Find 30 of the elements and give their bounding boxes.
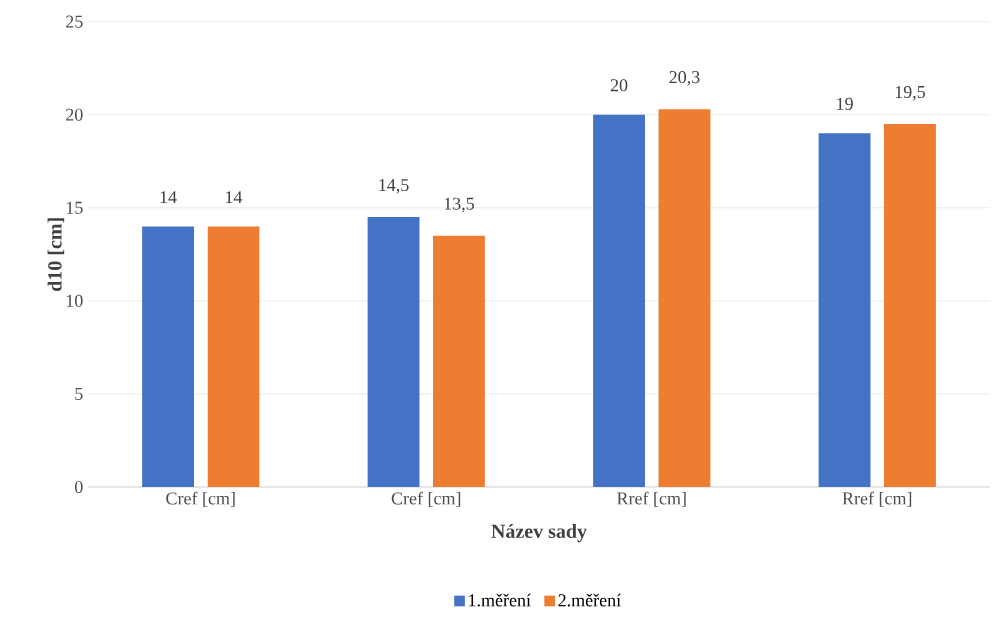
x-tick-label: Cref [cm] [166, 491, 235, 507]
bar [207, 226, 260, 487]
legend-label: 1.měření [469, 593, 531, 607]
x-tick-label: Rref [cm] [842, 491, 912, 507]
bar [884, 124, 936, 487]
bar [433, 235, 485, 487]
data-label: 20,3 [669, 71, 700, 86]
y-tick-label: 5 [75, 387, 83, 400]
bar [658, 109, 711, 487]
y-tick-label: 10 [66, 294, 83, 307]
data-label: 20 [610, 79, 628, 92]
x-axis-title: Název sady [491, 523, 587, 543]
y-tick-label: 20 [66, 108, 83, 121]
x-tick-label: Cref [cm] [391, 491, 461, 507]
bar [367, 217, 420, 487]
y-tick-label: 0 [74, 480, 83, 494]
data-label: 14 [226, 191, 243, 204]
y-tick-label: 15 [66, 201, 83, 214]
bar [593, 114, 645, 487]
bar [142, 226, 194, 487]
data-label: 14 [160, 191, 177, 204]
data-label: 14,5 [379, 179, 409, 194]
bar [818, 133, 871, 487]
y-tick-label: 25 [66, 15, 83, 28]
legend-label: 2.měření [558, 593, 621, 607]
data-label: 19 [837, 97, 853, 110]
data-label: 13,5 [444, 197, 474, 213]
x-tick-label: Rref [cm] [617, 491, 686, 507]
y-axis-title: d10 [cm] [47, 218, 65, 291]
data-label: 19,5 [895, 85, 925, 101]
